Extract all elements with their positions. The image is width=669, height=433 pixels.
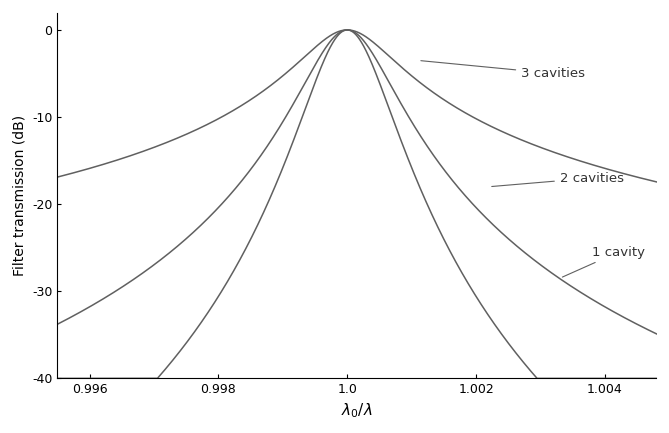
X-axis label: $\lambda_0/\lambda$: $\lambda_0/\lambda$	[341, 402, 373, 420]
Text: 2 cavities: 2 cavities	[492, 171, 624, 187]
Text: 3 cavities: 3 cavities	[421, 61, 585, 80]
Y-axis label: Filter transmission (dB): Filter transmission (dB)	[13, 115, 27, 276]
Text: 1 cavity: 1 cavity	[563, 246, 645, 277]
